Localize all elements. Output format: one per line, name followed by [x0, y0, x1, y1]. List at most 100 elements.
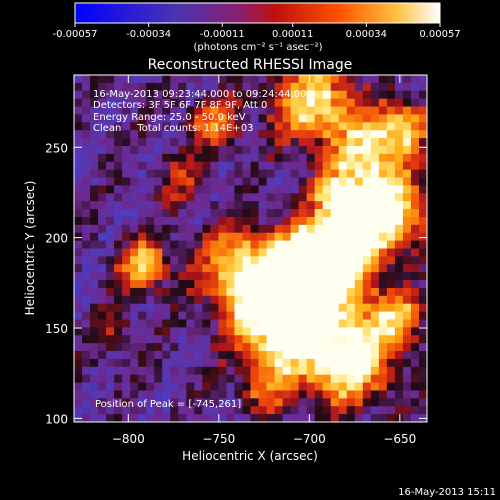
heatmap-cell [178, 138, 187, 147]
heatmap-cell [410, 248, 420, 257]
heatmap-cell [266, 358, 276, 368]
heatmap-cell [330, 295, 340, 305]
heatmap-cell [98, 232, 107, 242]
heatmap-cell [258, 216, 268, 226]
heatmap-cell [146, 406, 155, 415]
heatmap-cell [338, 145, 348, 155]
heatmap-cell [186, 114, 195, 123]
heatmap-cell [154, 295, 163, 305]
heatmap-cell [418, 382, 427, 392]
heatmap-cell [338, 209, 348, 218]
heatmap-cell [330, 161, 340, 171]
heatmap-cell [74, 295, 83, 305]
heatmap-cell [394, 414, 404, 422]
heatmap-cell [226, 224, 236, 234]
heatmap-cell [306, 216, 316, 226]
heatmap-cell [90, 122, 99, 131]
heatmap-cell [202, 130, 211, 139]
heatmap-cell [130, 311, 139, 321]
heatmap-cell [210, 351, 220, 360]
heatmap-cell [90, 216, 99, 226]
heatmap-cell [242, 114, 252, 123]
heatmap-cell [338, 351, 348, 360]
heatmap-cell [210, 248, 220, 257]
heatmap-cell [378, 398, 388, 407]
heatmap-cell [306, 90, 316, 100]
heatmap-cell [138, 406, 147, 415]
heatmap-cell [354, 374, 364, 384]
heatmap-cell [410, 351, 420, 360]
heatmap-cell [146, 114, 155, 123]
heatmap-cell [378, 272, 388, 281]
heatmap-cell [250, 122, 260, 131]
heatmap-cell [370, 193, 380, 202]
heatmap-cell [82, 319, 91, 328]
heatmap-cell [138, 264, 147, 273]
heatmap-cell [234, 201, 244, 210]
heatmap-cell [114, 193, 123, 202]
heatmap-cell [162, 280, 171, 289]
heatmap-cell [394, 248, 404, 257]
heatmap-cell [282, 343, 292, 352]
heatmap-cell [274, 138, 284, 147]
heatmap-cell [106, 287, 115, 297]
heatmap-cell [202, 406, 211, 415]
heatmap-cell [170, 232, 179, 242]
heatmap-cell [154, 248, 163, 257]
heatmap-cell [114, 201, 123, 210]
heatmap-cell [178, 98, 187, 108]
heatmap-cell [90, 366, 99, 376]
heatmap-cell [106, 153, 115, 163]
heatmap-cell [346, 161, 356, 171]
heatmap-cell [298, 201, 308, 210]
heatmap-cell [362, 106, 372, 116]
heatmap-cell [186, 75, 195, 84]
heatmap-cell [394, 106, 404, 116]
heatmap-cell [330, 185, 340, 194]
heatmap-cell [378, 153, 388, 163]
heatmap-cell [258, 264, 268, 273]
heatmap-cell [178, 382, 187, 392]
heatmap-cell [322, 122, 332, 131]
heatmap-cell [330, 224, 340, 234]
heatmap-cell [106, 303, 115, 313]
heatmap-cell [354, 351, 364, 360]
heatmap-cell [90, 161, 99, 171]
heatmap-cell [362, 374, 372, 384]
heatmap-cell [386, 169, 396, 179]
heatmap-cell [290, 98, 300, 108]
heatmap-cell [242, 311, 252, 321]
heatmap-cell [210, 169, 220, 179]
heatmap-cell [170, 272, 179, 281]
heatmap-cell [82, 216, 91, 226]
heatmap-cell [402, 130, 412, 139]
heatmap-cell [162, 335, 171, 344]
heatmap-cell [298, 248, 308, 257]
heatmap-cell [314, 311, 324, 321]
heatmap-cell [170, 82, 179, 92]
colorbar-tick-label: 0.00011 [272, 29, 313, 40]
heatmap-cell [266, 374, 276, 384]
heatmap-cell [114, 319, 123, 328]
heatmap-cell [234, 145, 244, 155]
heatmap-cell [266, 138, 276, 147]
heatmap-cell [378, 240, 388, 250]
heatmap-cell [106, 406, 115, 415]
heatmap-cell [418, 216, 427, 226]
heatmap-cell [410, 177, 420, 187]
heatmap-cell [354, 216, 364, 226]
heatmap-cell [178, 374, 187, 384]
heatmap-cell [146, 398, 155, 407]
heatmap-cell [186, 153, 195, 163]
heatmap-cell [250, 343, 260, 352]
heatmap-cell [82, 98, 91, 108]
heatmap-cell [354, 303, 364, 313]
heatmap-cell [154, 406, 163, 415]
heatmap-cell [210, 280, 220, 289]
heatmap-cell [178, 122, 187, 131]
heatmap-cell [258, 232, 268, 242]
heatmap-cell [194, 169, 203, 179]
heatmap-cell [210, 256, 220, 265]
heatmap-cell [258, 75, 268, 84]
heatmap-cell [378, 177, 388, 187]
